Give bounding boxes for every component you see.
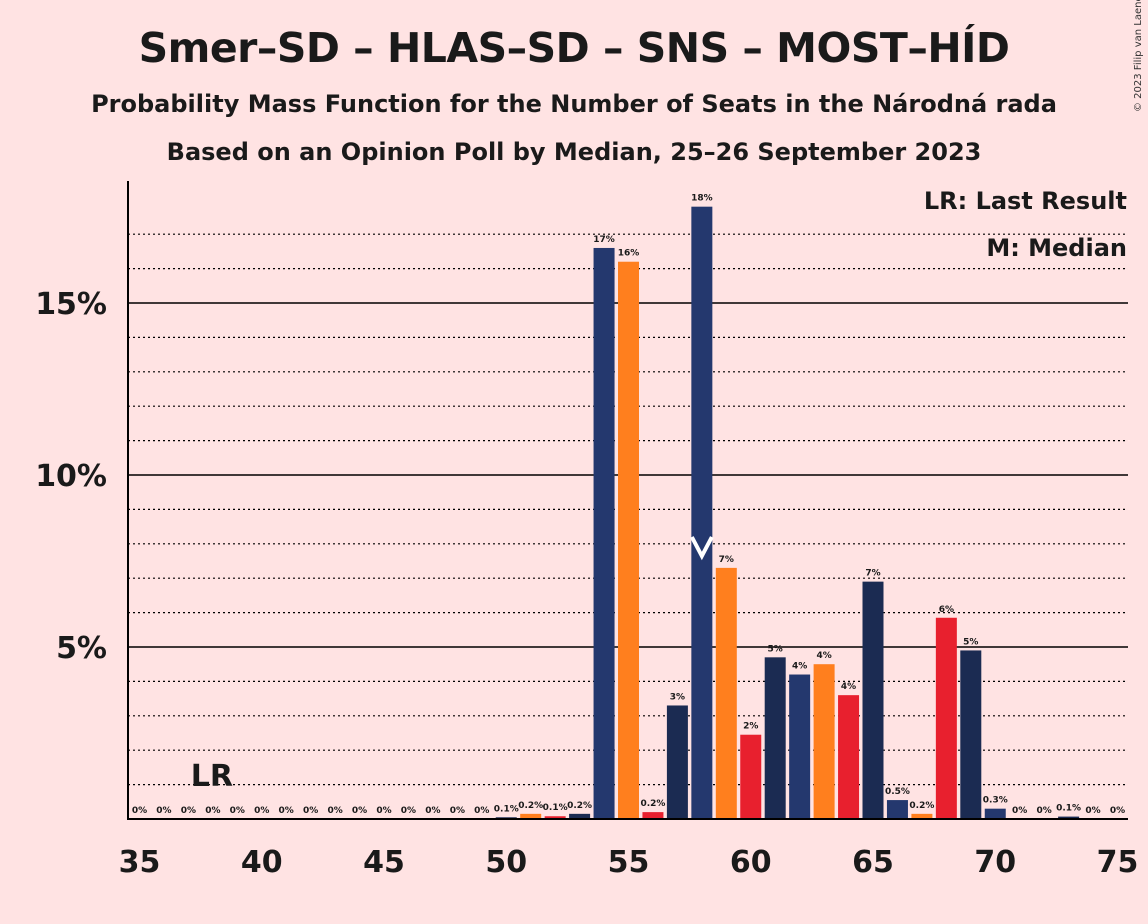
chart-title: Smer–SD – HLAS–SD – SNS – MOST–HÍD: [138, 24, 1010, 72]
legend-median: M: Median: [986, 234, 1127, 262]
bar-value-label: 0.2%: [518, 801, 543, 811]
bar: [666, 705, 688, 819]
bar-value-label: 0.2%: [567, 801, 592, 811]
bar: [740, 734, 762, 819]
bar-value-label: 18%: [691, 194, 713, 204]
bar: [960, 650, 982, 819]
bars: [495, 206, 1080, 820]
bar-value-label: 3%: [670, 692, 685, 702]
bar: [789, 674, 811, 819]
bar-value-label: 0%: [1110, 806, 1125, 816]
chart-subtitle: Probability Mass Function for the Number…: [91, 90, 1057, 118]
bar: [911, 813, 933, 819]
bar-value-label: 7%: [865, 569, 880, 579]
bar: [886, 800, 908, 819]
bar: [813, 664, 835, 819]
bar: [935, 617, 957, 819]
bar-value-label: 4%: [816, 651, 831, 661]
bar-value-label: 0%: [352, 806, 367, 816]
last-result-marker: LR: [191, 759, 233, 794]
bar-value-label: 0%: [279, 806, 294, 816]
bar-value-label: 0%: [401, 806, 416, 816]
bar-value-label: 0%: [230, 806, 245, 816]
x-tick-label: 75: [1097, 845, 1139, 880]
bar-value-labels: 0% 0% 0% 0% 0% 0% 0% 0% 0% 0% 0% 0% 0% 0% 0% 0.1% 0.2% 0.…: [132, 194, 1125, 816]
bar: [1058, 816, 1080, 819]
bar: [618, 261, 639, 820]
bar-value-label: 0%: [1085, 806, 1100, 816]
x-tick-label: 35: [119, 845, 161, 880]
x-tick-label: 50: [485, 845, 527, 880]
x-tick-label: 55: [608, 845, 650, 880]
bar: [764, 657, 786, 819]
bar-value-label: 4%: [841, 682, 856, 692]
bar: [593, 247, 615, 819]
bar-value-label: 0.2%: [909, 801, 934, 811]
bar: [862, 581, 884, 819]
bar-value-label: 0%: [303, 806, 318, 816]
bar-value-label: 5%: [963, 637, 978, 647]
bar: [984, 808, 1006, 819]
bar-value-label: 17%: [593, 235, 615, 245]
bar-value-label: 0%: [376, 806, 391, 816]
bar-value-label: 0.3%: [983, 796, 1008, 806]
bar-value-label: 16%: [618, 249, 640, 259]
bar: [569, 813, 591, 819]
bar-value-label: 0.2%: [640, 799, 665, 809]
x-tick-label: 65: [852, 845, 894, 880]
legend-last-result: LR: Last Result: [924, 187, 1127, 215]
bar-value-label: 6%: [939, 605, 954, 615]
bar-value-label: 4%: [792, 662, 807, 672]
bar-value-label: 0%: [205, 806, 220, 816]
bar-value-label: 0%: [1012, 806, 1027, 816]
x-tick-label: 60: [730, 845, 772, 880]
bar-value-label: 0%: [1037, 806, 1052, 816]
bar-value-label: 0%: [450, 806, 465, 816]
bar-value-label: 0%: [474, 806, 489, 816]
bar-value-label: 0%: [425, 806, 440, 816]
bar: [691, 206, 713, 819]
x-tick-label: 40: [241, 845, 283, 880]
bar-value-label: 7%: [719, 555, 734, 565]
bar: [544, 816, 566, 819]
markers: LR: [191, 536, 714, 794]
bar-value-label: 0.5%: [885, 787, 910, 797]
chart-subtitle-poll: Based on an Opinion Poll by Median, 25–2…: [166, 138, 982, 166]
axes: 35 40 45 50 55 60 65 70 75 5% 10% 15%: [35, 181, 1138, 880]
bar-value-label: 2%: [743, 722, 758, 732]
x-tick-label: 70: [974, 845, 1016, 880]
bar-value-label: 0%: [181, 806, 196, 816]
y-tick-label: 15%: [35, 287, 107, 322]
median-marker: [690, 536, 714, 561]
bar: [642, 812, 664, 819]
bar-value-label: 0.1%: [1056, 804, 1081, 814]
bar: [520, 813, 542, 819]
bar-value-label: 0%: [156, 806, 171, 816]
bar-value-label: 0%: [132, 806, 147, 816]
y-tick-label: 5%: [56, 631, 107, 666]
bar-value-label: 5%: [768, 644, 783, 654]
bar-value-label: 0%: [327, 806, 342, 816]
bar-value-label: 0.1%: [494, 804, 519, 814]
bar: [715, 567, 737, 819]
bar: [838, 695, 860, 819]
bar-value-label: 0%: [254, 806, 269, 816]
x-tick-label: 45: [363, 845, 405, 880]
bar-value-label: 0.1%: [543, 803, 568, 813]
y-tick-label: 10%: [35, 459, 107, 494]
